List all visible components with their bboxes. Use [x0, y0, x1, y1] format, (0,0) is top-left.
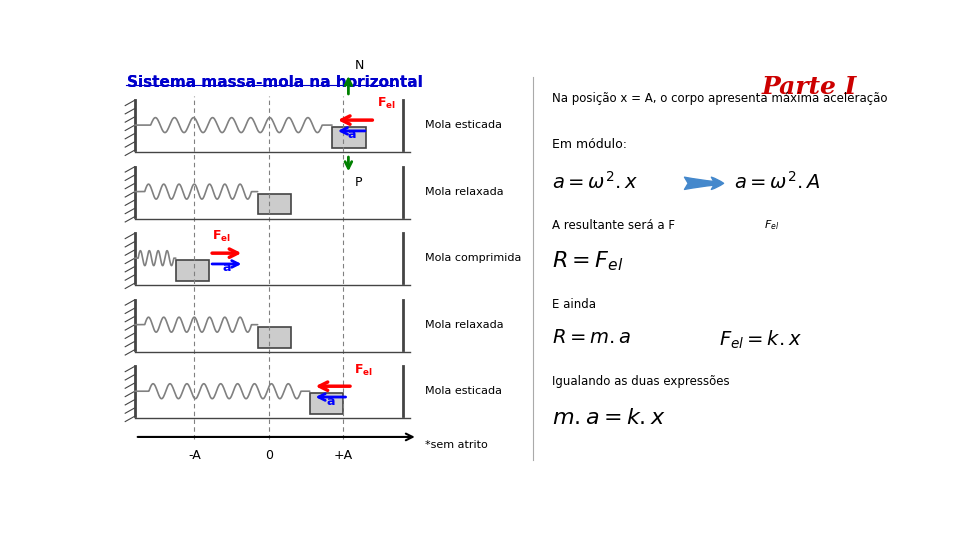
Text: N: N	[354, 59, 364, 72]
Text: P: P	[354, 176, 362, 189]
Text: Igualando as duas expressões: Igualando as duas expressões	[551, 375, 730, 388]
Text: 0: 0	[265, 449, 273, 462]
Text: $R = F_{el}$: $R = F_{el}$	[551, 250, 623, 273]
Text: Na posição x = A, o corpo apresenta máxima aceleração: Na posição x = A, o corpo apresenta máxi…	[551, 92, 887, 105]
Text: Sistema massa-mola na horizontal: Sistema massa-mola na horizontal	[128, 75, 423, 90]
Text: Parte I: Parte I	[761, 75, 856, 99]
Text: Em módulo:: Em módulo:	[551, 138, 627, 151]
Text: $\mathbf{a}$: $\mathbf{a}$	[222, 261, 231, 274]
Bar	[176, 260, 209, 281]
Text: $a = \omega^2 . x$: $a = \omega^2 . x$	[551, 171, 637, 193]
Text: $R = m . a$: $R = m . a$	[551, 329, 631, 347]
Text: $m . a = k . x$: $m . a = k . x$	[551, 407, 665, 429]
Text: $F_{el} = k . x$: $F_{el} = k . x$	[719, 329, 802, 351]
Bar	[257, 194, 291, 214]
Text: Mola esticada: Mola esticada	[425, 386, 502, 396]
Text: Mola relaxada: Mola relaxada	[425, 320, 504, 330]
Text: +A: +A	[334, 449, 352, 462]
Text: A resultante será a F: A resultante será a F	[551, 219, 675, 232]
Text: $\mathbf{a}$: $\mathbf{a}$	[347, 129, 356, 141]
Text: E ainda: E ainda	[551, 298, 595, 310]
Text: $\mathbf{F_{el}}$: $\mathbf{F_{el}}$	[376, 96, 396, 111]
Text: $\mathbf{F_{el}}$: $\mathbf{F_{el}}$	[354, 363, 373, 378]
Text: Mola esticada: Mola esticada	[425, 120, 502, 130]
Text: *sem atrito: *sem atrito	[425, 440, 488, 450]
Text: $a = \omega^2 . A$: $a = \omega^2 . A$	[733, 171, 820, 193]
Text: $F_{el}$: $F_{el}$	[763, 219, 779, 232]
Text: -A: -A	[188, 449, 201, 462]
Text: $\mathbf{F_{el}}$: $\mathbf{F_{el}}$	[211, 228, 230, 244]
Text: Mola relaxada: Mola relaxada	[425, 187, 504, 197]
Bar	[332, 127, 366, 148]
Text: Mola comprimida: Mola comprimida	[425, 253, 521, 263]
Bar	[310, 393, 344, 414]
Text: Sistema massa-mola na horizontal: Sistema massa-mola na horizontal	[128, 75, 423, 90]
Text: $\mathbf{a}$: $\mathbf{a}$	[325, 395, 335, 408]
Bar	[257, 327, 291, 348]
